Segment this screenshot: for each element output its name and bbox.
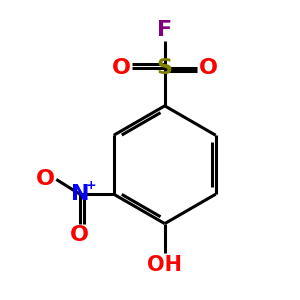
- Text: O: O: [199, 58, 218, 78]
- Text: O: O: [112, 58, 131, 78]
- Text: O: O: [70, 225, 89, 245]
- Text: O: O: [36, 169, 55, 189]
- Text: OH: OH: [147, 254, 182, 274]
- Text: -: -: [45, 165, 50, 178]
- Text: F: F: [157, 20, 172, 40]
- Text: +: +: [86, 179, 96, 192]
- Text: S: S: [157, 58, 173, 78]
- Text: N: N: [70, 184, 89, 204]
